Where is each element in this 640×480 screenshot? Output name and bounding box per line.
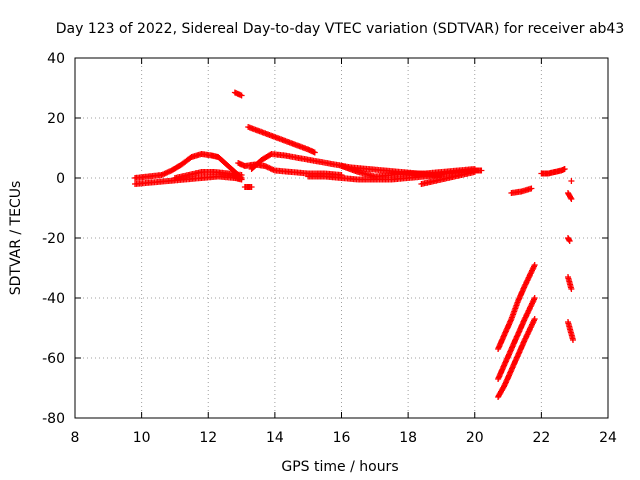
series-arc-3 bbox=[171, 169, 245, 181]
series-arc-5 bbox=[241, 184, 255, 190]
series-arc-21 bbox=[565, 319, 576, 343]
x-tick-label: 10 bbox=[133, 430, 151, 446]
grid bbox=[75, 58, 608, 418]
x-tick-label: 8 bbox=[71, 430, 80, 446]
y-tick-label: -20 bbox=[42, 231, 65, 247]
data-series bbox=[132, 89, 576, 400]
x-axis-label: GPS time / hours bbox=[281, 459, 398, 475]
series-arc-2 bbox=[132, 151, 245, 181]
x-tick-label: 16 bbox=[333, 430, 351, 446]
y-axis-label: SDTVAR / TECUs bbox=[8, 181, 24, 296]
series-arc-7 bbox=[245, 124, 318, 156]
x-tick-label: 12 bbox=[199, 430, 217, 446]
series-arc-16 bbox=[538, 166, 568, 177]
x-tick-label: 22 bbox=[532, 430, 550, 446]
x-tick-label: 24 bbox=[599, 430, 617, 446]
series-arc-14 bbox=[495, 316, 538, 400]
series-arc-20 bbox=[565, 274, 575, 292]
series-arc-15 bbox=[508, 185, 535, 196]
y-tick-label: -40 bbox=[42, 291, 65, 307]
chart-title: Day 123 of 2022, Sidereal Day-to-day VTE… bbox=[56, 21, 625, 37]
series-arc-12 bbox=[495, 262, 538, 352]
series-arc-4 bbox=[231, 89, 245, 99]
series-arc-19 bbox=[565, 235, 573, 244]
x-tick-label: 18 bbox=[399, 430, 417, 446]
series-arc-10 bbox=[338, 163, 478, 180]
y-tick-label: -60 bbox=[42, 351, 65, 367]
y-tick-label: 0 bbox=[56, 171, 65, 187]
series-arc-17 bbox=[568, 178, 575, 184]
series-arc-18 bbox=[565, 190, 575, 202]
series-arc-11 bbox=[418, 169, 478, 187]
series-arc-13 bbox=[495, 295, 538, 382]
y-tick-label: 40 bbox=[47, 51, 65, 67]
x-tick-label: 20 bbox=[466, 430, 484, 446]
y-tick-label: 20 bbox=[47, 111, 65, 127]
y-axis: -80 -60 -40 -20 0 20 40 bbox=[42, 51, 608, 427]
series-arc-1 bbox=[132, 173, 245, 187]
y-tick-label: -80 bbox=[42, 411, 65, 427]
x-axis: 8 10 12 14 16 18 20 22 24 bbox=[71, 58, 617, 446]
x-tick-label: 14 bbox=[266, 430, 284, 446]
